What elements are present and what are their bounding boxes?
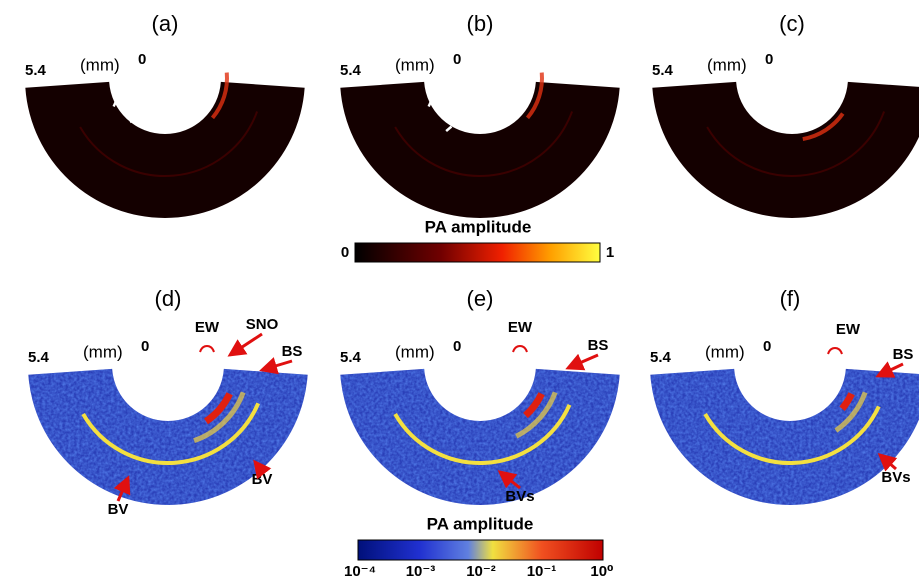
wall-halo: [193, 391, 246, 444]
colorbar-tick: 10⁰: [590, 563, 613, 580]
annotation: EW: [195, 319, 220, 336]
dashed-guide: [444, 97, 486, 133]
colorbar-tick: 10⁻²: [466, 563, 496, 580]
scale-min: 0: [138, 51, 146, 68]
annotation: BV: [252, 471, 273, 488]
wall-signal: [203, 392, 233, 425]
colorbar-tick: 10⁻³: [406, 563, 436, 580]
scale-max: 5.4: [652, 62, 674, 79]
colorbar-jet: [357, 539, 604, 561]
scale-min: 0: [141, 338, 149, 355]
scale-unit: (mm): [395, 342, 435, 361]
image-fan: [25, 81, 305, 219]
ring-echo: [393, 404, 572, 465]
scale-unit: (mm): [705, 342, 745, 361]
annotation: BS: [588, 337, 609, 354]
scale-max: 5.4: [340, 62, 362, 79]
scale-max: 5.4: [25, 62, 47, 79]
panel-label: (e): [467, 286, 494, 311]
arrow: [253, 459, 272, 480]
wall-halo: [834, 391, 868, 433]
annotation: EW: [836, 321, 861, 338]
arrow: [497, 470, 521, 490]
panel-label: (c): [779, 11, 805, 36]
dashed-guide: [111, 69, 132, 109]
ring-echo: [706, 111, 886, 177]
scale-min: 0: [453, 51, 461, 68]
arrow: [259, 357, 293, 375]
brace: [512, 344, 528, 353]
panel-label: (d): [155, 286, 182, 311]
ring-echo: [81, 402, 261, 465]
arrow: [227, 332, 263, 357]
annotation: BVs: [881, 469, 910, 486]
annotation: BS: [893, 346, 914, 363]
arrow: [565, 353, 599, 371]
ring-echo: [394, 111, 574, 177]
panel-label: (f): [780, 286, 801, 311]
dashed-guide: [426, 69, 447, 109]
wall-halo: [515, 391, 558, 439]
scale-min: 0: [765, 51, 773, 68]
colorbar-tick: 0: [341, 244, 349, 261]
scale-unit: (mm): [80, 55, 120, 74]
brace: [199, 344, 215, 353]
wall-signal: [523, 392, 545, 419]
wall-signal: [210, 72, 229, 120]
scale-max: 5.4: [28, 349, 50, 366]
colorbar-tick: 10⁻⁴: [344, 563, 376, 580]
ring-echo: [79, 111, 259, 177]
colorbar-title: PA amplitude: [427, 514, 534, 533]
scale-unit: (mm): [707, 55, 747, 74]
annotation: BS: [282, 343, 303, 360]
scale-min: 0: [453, 338, 461, 355]
scale-max: 5.4: [340, 349, 362, 366]
wall-signal: [802, 112, 845, 142]
image-fan: [652, 81, 919, 218]
colorbar-hot: [354, 242, 601, 263]
arrow: [875, 361, 904, 378]
scale-unit: (mm): [395, 55, 435, 74]
image-fan: [340, 81, 620, 219]
scale-min: 0: [763, 338, 771, 355]
annotation: BV: [108, 501, 129, 518]
arrow: [113, 475, 131, 502]
arrow: [877, 453, 898, 472]
scale-unit: (mm): [83, 342, 123, 361]
ring-echo: [703, 405, 881, 465]
colorbar-tick: 1: [606, 244, 614, 261]
panel-label: (b): [467, 11, 494, 36]
colorbar-tick: 10⁻¹: [527, 563, 557, 580]
brace: [827, 346, 843, 355]
colorbar-title: PA amplitude: [425, 217, 532, 236]
wall-signal: [525, 72, 544, 120]
speckle: [340, 368, 620, 505]
wall-signal: [839, 392, 855, 411]
annotation: EW: [508, 319, 533, 336]
speckle: [650, 368, 919, 505]
dashed-guide: [129, 96, 171, 124]
annotation: SNO: [246, 316, 279, 333]
scale-max: 5.4: [650, 349, 672, 366]
panel-label: (a): [152, 11, 179, 36]
annotation: BVs: [505, 488, 534, 505]
